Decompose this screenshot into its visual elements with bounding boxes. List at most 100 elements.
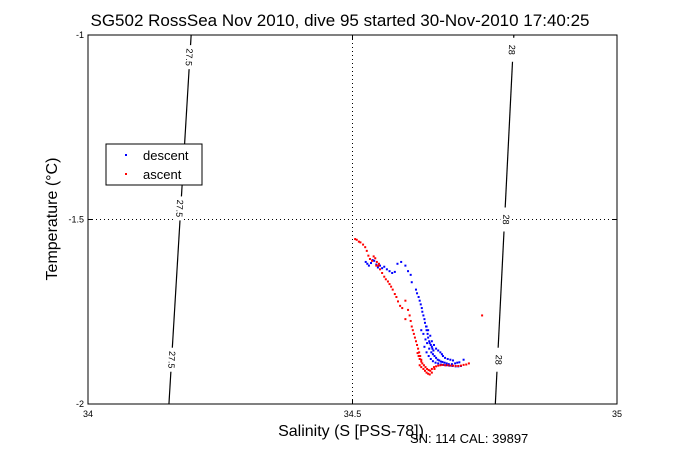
data-point-ascent [444, 364, 447, 367]
data-point-descent [424, 338, 427, 341]
data-point-descent [388, 270, 391, 273]
data-point-ascent [407, 308, 410, 311]
data-point-ascent [416, 352, 419, 355]
data-point-descent [414, 288, 417, 291]
data-point-descent [431, 360, 434, 363]
data-point-descent [422, 332, 425, 335]
data-point-descent [458, 361, 461, 364]
data-point-descent [428, 340, 431, 343]
x-axis-label: Salinity (S [PSS-78]) [278, 423, 424, 440]
legend-entry-descent: descent [143, 148, 189, 163]
data-point-descent [439, 360, 442, 363]
data-point-descent [434, 361, 437, 364]
data-point-descent [445, 364, 448, 367]
data-point-descent [428, 342, 431, 345]
data-point-descent [430, 345, 433, 348]
data-point-ascent [396, 300, 399, 303]
data-point-ascent [381, 272, 384, 275]
data-point-ascent [420, 358, 423, 361]
data-point-ascent [364, 246, 367, 249]
data-point-ascent [395, 295, 398, 298]
data-point-ascent [454, 364, 457, 367]
data-point-ascent [393, 293, 396, 296]
data-point-ascent [418, 351, 421, 354]
data-point-descent [454, 362, 457, 365]
data-point-ascent [427, 372, 430, 375]
data-point-descent [430, 340, 433, 343]
data-point-descent [370, 262, 373, 265]
data-point-descent [450, 363, 453, 366]
plot-area: 27.5 27.5 27.5 28 28 28 [88, 34, 617, 405]
data-point-ascent [425, 371, 428, 374]
data-point-ascent [372, 255, 375, 258]
data-point-descent [441, 355, 444, 358]
data-point-descent [444, 356, 447, 359]
data-point-ascent [391, 288, 394, 291]
data-point-ascent [419, 355, 422, 358]
data-point-ascent [412, 332, 415, 335]
data-point-descent [420, 329, 423, 332]
data-point-descent [427, 336, 430, 339]
data-point-ascent [465, 363, 468, 366]
calibration-footer: SN: 114 CAL: 39897 [410, 431, 528, 446]
data-point-ascent [420, 366, 423, 369]
data-point-ascent [421, 362, 424, 365]
y-tick-label: -2 [76, 399, 84, 409]
data-point-ascent [399, 304, 402, 307]
data-point-descent [435, 356, 438, 359]
data-point-ascent [417, 347, 420, 350]
contour-label-bg [500, 207, 511, 232]
data-point-ascent [428, 373, 431, 376]
data-point-ascent [408, 314, 411, 317]
data-point-descent [407, 270, 410, 273]
data-point-descent [418, 299, 421, 302]
data-point-ascent [418, 357, 421, 360]
data-point-ascent [459, 364, 462, 367]
data-point-descent [425, 329, 428, 332]
data-point-ascent [359, 241, 362, 244]
data-point-ascent [418, 364, 421, 367]
y-tick-label: -1 [76, 30, 84, 40]
data-point-descent [442, 363, 445, 366]
contour-label: 28 [501, 214, 511, 225]
x-tick-label: 35 [612, 409, 622, 419]
data-point-descent [366, 262, 369, 265]
data-point-descent [445, 362, 448, 365]
data-point-ascent [354, 238, 357, 241]
contour-label-bg [506, 37, 517, 62]
data-point-descent [436, 358, 439, 361]
data-point-descent [400, 260, 403, 263]
data-point-descent [381, 267, 384, 270]
contour-label: 27.5 [174, 199, 185, 217]
data-point-descent [425, 325, 428, 328]
data-point-descent [456, 361, 459, 364]
data-point-ascent [379, 268, 382, 271]
data-point-descent [383, 265, 386, 268]
data-point-descent [447, 363, 450, 366]
data-point-ascent [401, 307, 404, 310]
data-point-descent [437, 349, 440, 352]
data-point-descent [427, 329, 430, 332]
contour-label: 27.5 [166, 351, 177, 369]
data-point-ascent [427, 369, 430, 372]
data-point-descent [410, 281, 413, 284]
data-point-ascent [375, 264, 378, 267]
data-point-descent [437, 362, 440, 365]
data-point-descent [428, 347, 431, 350]
data-point-descent [426, 342, 429, 345]
data-point-ascent [414, 340, 417, 343]
data-point-ascent [371, 259, 374, 262]
data-point-descent [429, 357, 432, 360]
data-point-ascent [413, 336, 416, 339]
data-point-ascent [467, 362, 470, 365]
data-point-ascent [365, 249, 368, 252]
data-point-descent [438, 359, 441, 362]
x-tick-label: 34 [83, 409, 93, 419]
data-point-ascent [409, 319, 412, 322]
data-point-ascent [439, 364, 442, 367]
data-point-ascent [449, 364, 452, 367]
data-point-descent [423, 321, 426, 324]
data-point-ascent [430, 371, 433, 374]
data-point-ascent [481, 314, 484, 317]
